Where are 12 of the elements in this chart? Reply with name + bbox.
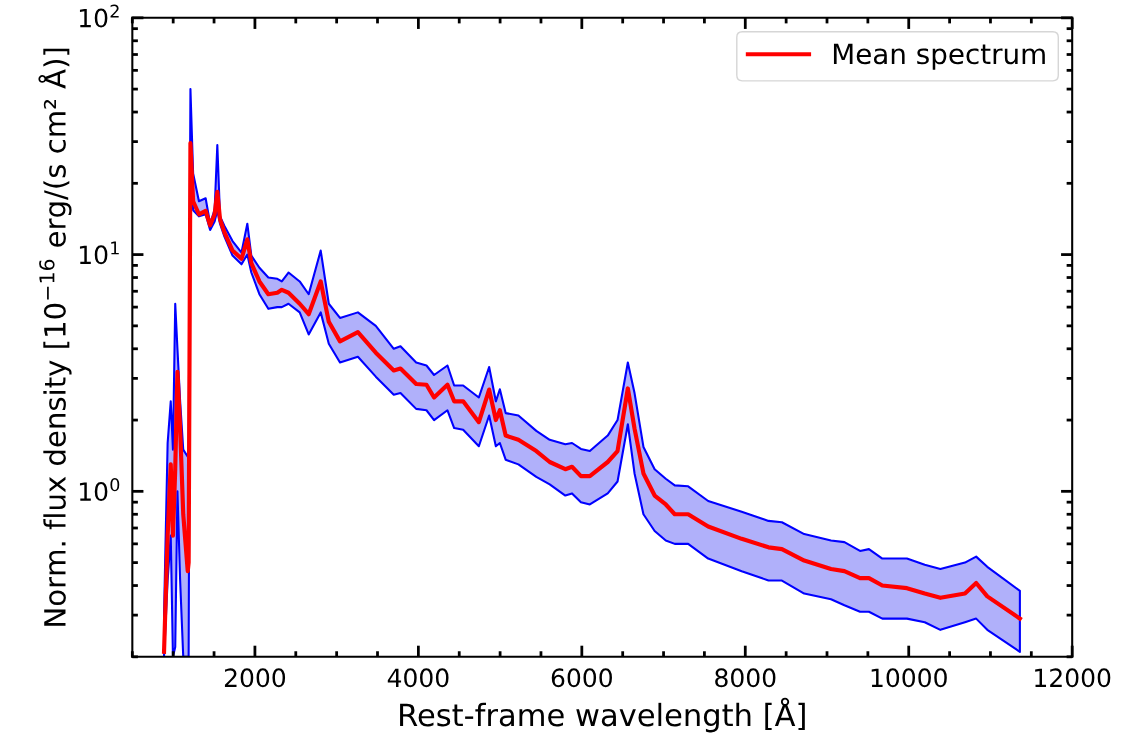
y-tick-label: 10$^{2}$ — [79, 4, 119, 28]
x-tick-label: 10000 — [871, 668, 947, 688]
x-tick-label: 2000 — [224, 668, 286, 688]
x-tick-label: 6000 — [551, 668, 612, 688]
x-axis-title: Rest-frame wavelength [Å] — [400, 697, 805, 733]
x-tick-label: 8000 — [715, 668, 776, 688]
y-axis-title: Norm. flux density [10$^{−16}$ erg/(s cm² Å)] — [38, 48, 72, 626]
y-tick-label: 10$^{1}$ — [79, 241, 119, 265]
x-tick-label: 4000 — [387, 668, 449, 688]
x-tick-label: 12000 — [1035, 668, 1111, 688]
legend-label: Mean spectrum — [833, 43, 1045, 70]
y-tick-label: 10$^{0}$ — [79, 478, 120, 501]
